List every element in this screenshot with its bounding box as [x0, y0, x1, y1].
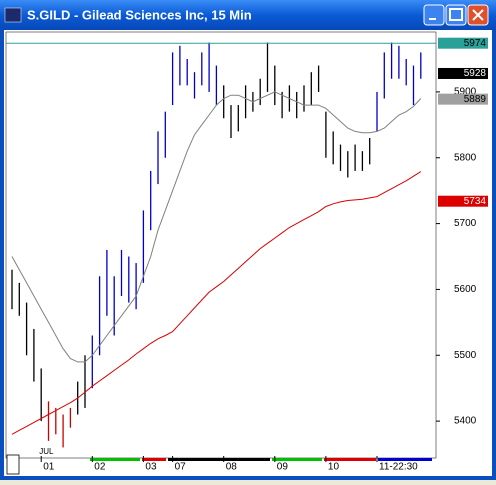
session-strip	[90, 458, 432, 461]
x-tick-label: 02	[94, 462, 106, 473]
price-label: 5889	[464, 94, 487, 105]
x-tick-label: 08	[226, 462, 238, 473]
moving-average	[11, 171, 422, 435]
month-label: JUL	[39, 447, 54, 456]
moving-average	[11, 91, 422, 363]
y-tick-label: 5900	[454, 87, 477, 98]
x-tick-label: 11-22:30	[379, 462, 418, 473]
session-band	[168, 458, 270, 461]
price-label-box	[438, 67, 488, 79]
scroll-box[interactable]	[6, 454, 20, 475]
close-icon	[472, 9, 484, 21]
price-label-box	[438, 195, 488, 207]
x-tick-label: 09	[277, 462, 289, 473]
x-tick-label: 03	[145, 462, 157, 473]
plot-area	[5, 31, 437, 459]
session-band	[90, 458, 140, 461]
title-bar	[0, 0, 496, 30]
minimize-button[interactable]	[423, 4, 445, 26]
y-tick-label: 5500	[454, 350, 477, 361]
session-band	[324, 458, 376, 461]
window-title: S.GILD - Gilead Sciences Inc, 15 Min	[27, 7, 252, 22]
price-label: 5928	[464, 68, 487, 79]
price-label: 5974	[464, 38, 487, 49]
x-tick-label: 01	[43, 462, 55, 473]
session-band	[272, 458, 322, 461]
y-tick-label: 5700	[454, 218, 477, 229]
y-tick-label: 5800	[454, 152, 477, 163]
session-band	[378, 458, 432, 461]
y-tick-label: 5600	[454, 284, 477, 295]
price-label-box	[438, 93, 488, 105]
maximize-icon	[449, 8, 463, 21]
price-label: 5734	[464, 196, 487, 207]
session-band	[142, 458, 166, 461]
app-icon	[4, 7, 22, 23]
price-label-box	[438, 37, 488, 49]
x-tick-label: 10	[328, 462, 340, 473]
x-tick-label: 07	[175, 462, 187, 473]
window-buttons	[423, 4, 489, 26]
y-tick-label: 5400	[454, 416, 477, 427]
